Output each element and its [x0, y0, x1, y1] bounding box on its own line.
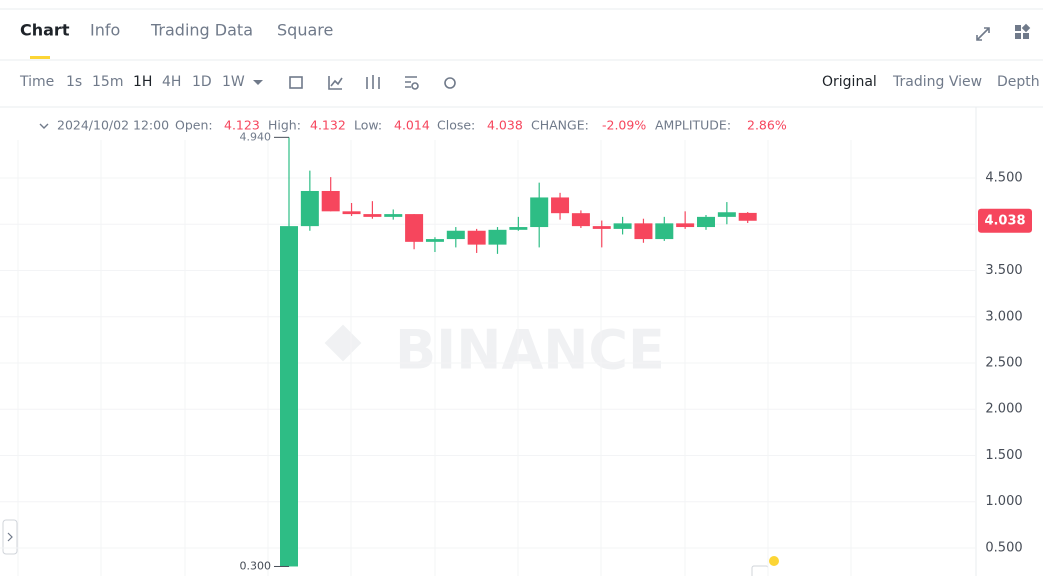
tab[interactable]: Chart — [20, 21, 70, 40]
candle-body — [571, 213, 590, 227]
last-price-label: 4.038 — [984, 213, 1025, 228]
candle-body — [655, 223, 674, 240]
alert-dot — [769, 556, 779, 566]
info-label: CHANGE: — [531, 118, 589, 133]
info-value: 4.132 — [310, 118, 346, 133]
candle-body — [405, 214, 424, 242]
info-value: 4.123 — [224, 118, 260, 133]
candle-body — [676, 223, 695, 228]
candle-body — [717, 212, 736, 217]
indicator-icon[interactable] — [328, 76, 343, 90]
info-value: -2.09% — [602, 118, 646, 133]
settings-list-icon-dot — [411, 82, 419, 90]
candle-body — [446, 230, 465, 240]
last-price-box — [978, 208, 1032, 233]
active-tab-indicator — [30, 56, 50, 59]
settings-list-icon[interactable] — [405, 76, 417, 88]
calendar-icon[interactable] — [289, 76, 303, 89]
expand-glyph — [976, 27, 990, 41]
watermark: BINANCE — [395, 319, 665, 382]
toolbar-icons — [289, 75, 456, 90]
candle-body — [300, 190, 319, 227]
tab[interactable]: Trading Data — [150, 21, 253, 40]
y-tick-label: 4.500 — [985, 171, 1022, 186]
candle-body — [697, 216, 715, 228]
interval[interactable]: 15m — [92, 74, 123, 90]
layout-glyph — [1021, 23, 1031, 33]
interval: Time — [19, 74, 54, 90]
info-collapse[interactable] — [39, 123, 49, 129]
watermark-diamond — [324, 324, 362, 362]
interval[interactable]: 4H — [162, 74, 181, 90]
candle-type-icon[interactable] — [366, 75, 380, 89]
min-label: 0.300 — [240, 559, 272, 572]
watermark-logo — [324, 324, 362, 362]
y-tick-label: 2.500 — [985, 356, 1022, 371]
candle-body — [530, 197, 549, 228]
info-label: Open: — [175, 118, 213, 133]
candle-body — [592, 226, 611, 229]
view-option[interactable]: Original — [822, 74, 877, 90]
info-value: 4.038 — [487, 118, 523, 133]
view-option[interactable]: Depth — [997, 74, 1040, 90]
info-date: 2024/10/02 12:00 — [57, 118, 169, 133]
y-tick-label: 1.500 — [985, 448, 1022, 463]
info-value: 2.86% — [747, 118, 787, 133]
candle-body — [488, 229, 507, 245]
expand-icon[interactable] — [976, 27, 990, 41]
candle-body — [321, 190, 340, 212]
candle-body — [467, 230, 486, 245]
candle-body — [280, 226, 298, 567]
layout-glyph — [1015, 25, 1021, 31]
tab[interactable]: Square — [277, 21, 333, 40]
side-toggle[interactable] — [2, 519, 18, 555]
interval-dropdown[interactable] — [253, 80, 263, 85]
candle-body — [551, 197, 570, 214]
info-label: AMPLITUDE: — [655, 118, 731, 133]
y-tick-label: 3.500 — [985, 263, 1022, 278]
interval[interactable]: 1W — [222, 74, 245, 90]
tab[interactable]: Info — [90, 21, 120, 40]
info-value: 4.014 — [394, 118, 430, 133]
info-label: Close: — [437, 118, 475, 133]
candle-body — [363, 214, 382, 217]
side-toggle-arrow — [7, 532, 13, 542]
candle-body — [384, 214, 403, 217]
candle-body — [738, 212, 757, 221]
candle-body — [342, 211, 361, 215]
candle-body — [634, 223, 653, 240]
interval[interactable]: 1D — [192, 74, 212, 90]
view-option[interactable]: Trading View — [892, 74, 982, 90]
info-label: Low: — [354, 118, 382, 133]
gear-icon[interactable] — [444, 77, 456, 89]
candle-body — [425, 239, 444, 242]
alert-icon[interactable] — [751, 565, 769, 576]
layout-glyph — [1015, 33, 1021, 39]
interval[interactable]: 1s — [66, 74, 82, 90]
layout-icon[interactable] — [1015, 23, 1031, 39]
y-tick-label: 0.500 — [985, 540, 1022, 555]
y-tick-label: 1.000 — [985, 494, 1022, 509]
y-tick-label: 2.000 — [985, 402, 1022, 417]
candle-body — [509, 227, 528, 230]
layout-glyph — [1023, 33, 1029, 39]
info-label: High: — [268, 118, 301, 133]
y-tick-label: 3.000 — [985, 309, 1022, 324]
interval[interactable]: 1H — [133, 74, 152, 90]
max-label: 4.940 — [240, 130, 272, 143]
candle-body — [613, 223, 632, 229]
